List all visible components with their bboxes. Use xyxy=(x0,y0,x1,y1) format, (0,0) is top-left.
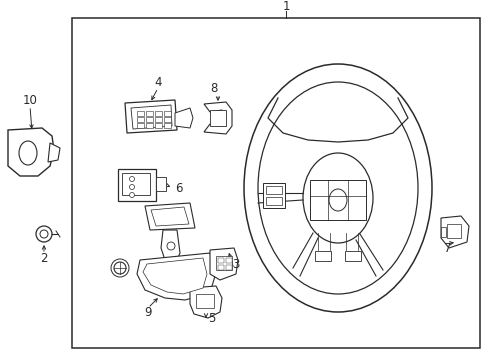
Bar xyxy=(440,227,445,237)
Polygon shape xyxy=(48,143,60,162)
Circle shape xyxy=(167,242,175,250)
Bar xyxy=(446,224,460,238)
Ellipse shape xyxy=(328,189,346,211)
Text: 10: 10 xyxy=(22,94,38,107)
Bar xyxy=(216,256,231,270)
Polygon shape xyxy=(440,216,468,248)
Polygon shape xyxy=(203,102,231,134)
Polygon shape xyxy=(142,258,206,294)
Circle shape xyxy=(129,184,134,189)
Bar xyxy=(163,123,171,127)
Bar xyxy=(218,258,224,263)
Ellipse shape xyxy=(19,141,37,165)
Bar xyxy=(146,117,153,122)
Bar xyxy=(263,183,285,208)
Bar xyxy=(72,18,479,348)
Bar xyxy=(314,251,330,261)
Polygon shape xyxy=(190,286,222,318)
Bar xyxy=(118,169,156,201)
Bar xyxy=(155,117,162,122)
Bar xyxy=(137,117,143,122)
Bar xyxy=(146,111,153,116)
Text: 3: 3 xyxy=(232,257,239,270)
Bar xyxy=(137,123,143,127)
Polygon shape xyxy=(161,230,180,260)
Bar xyxy=(122,173,150,195)
Polygon shape xyxy=(125,100,177,133)
Bar xyxy=(155,111,162,116)
Circle shape xyxy=(36,226,52,242)
Bar xyxy=(146,123,153,127)
Bar xyxy=(196,294,214,308)
Bar xyxy=(265,186,282,194)
Ellipse shape xyxy=(303,153,372,243)
Polygon shape xyxy=(137,253,215,300)
Text: 9: 9 xyxy=(144,306,151,319)
Bar xyxy=(218,265,224,270)
Bar xyxy=(309,180,365,220)
Bar xyxy=(225,258,231,263)
Bar xyxy=(265,197,282,205)
Text: 4: 4 xyxy=(154,76,162,89)
Bar xyxy=(163,117,171,122)
Circle shape xyxy=(129,193,134,198)
Bar xyxy=(156,177,165,191)
Bar xyxy=(209,110,225,126)
Ellipse shape xyxy=(244,64,431,312)
Bar xyxy=(163,111,171,116)
Polygon shape xyxy=(151,207,189,226)
Text: 5: 5 xyxy=(208,311,215,324)
Polygon shape xyxy=(209,248,238,280)
Text: 6: 6 xyxy=(175,181,182,194)
Circle shape xyxy=(111,259,129,277)
Circle shape xyxy=(129,176,134,181)
Bar xyxy=(155,123,162,127)
Text: 7: 7 xyxy=(443,242,451,255)
Polygon shape xyxy=(145,203,195,230)
Bar xyxy=(137,111,143,116)
Circle shape xyxy=(114,262,126,274)
Circle shape xyxy=(40,230,48,238)
Text: 2: 2 xyxy=(40,252,48,265)
Polygon shape xyxy=(8,128,54,176)
Text: 8: 8 xyxy=(210,81,217,94)
Ellipse shape xyxy=(258,82,417,294)
Bar xyxy=(345,251,360,261)
Polygon shape xyxy=(131,105,172,129)
Text: 1: 1 xyxy=(282,0,289,13)
Bar xyxy=(225,265,231,270)
Polygon shape xyxy=(175,108,193,128)
